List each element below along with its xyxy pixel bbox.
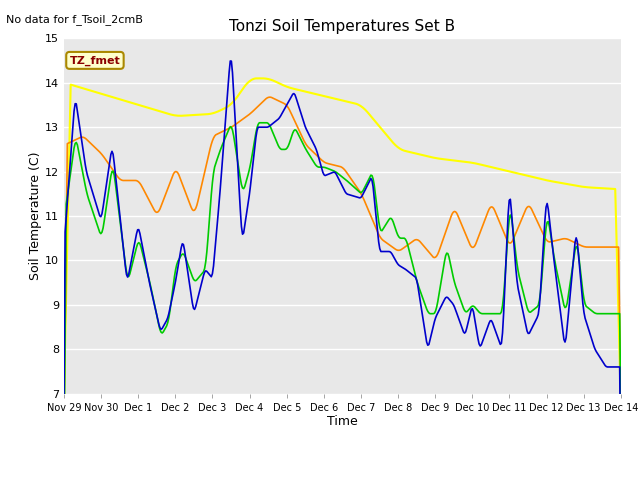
X-axis label: Time: Time bbox=[327, 415, 358, 429]
Title: Tonzi Soil Temperatures Set B: Tonzi Soil Temperatures Set B bbox=[229, 20, 456, 35]
Text: TZ_fmet: TZ_fmet bbox=[70, 55, 120, 66]
Text: No data for f_Tsoil_2cmB: No data for f_Tsoil_2cmB bbox=[6, 14, 143, 25]
Y-axis label: Soil Temperature (C): Soil Temperature (C) bbox=[29, 152, 42, 280]
